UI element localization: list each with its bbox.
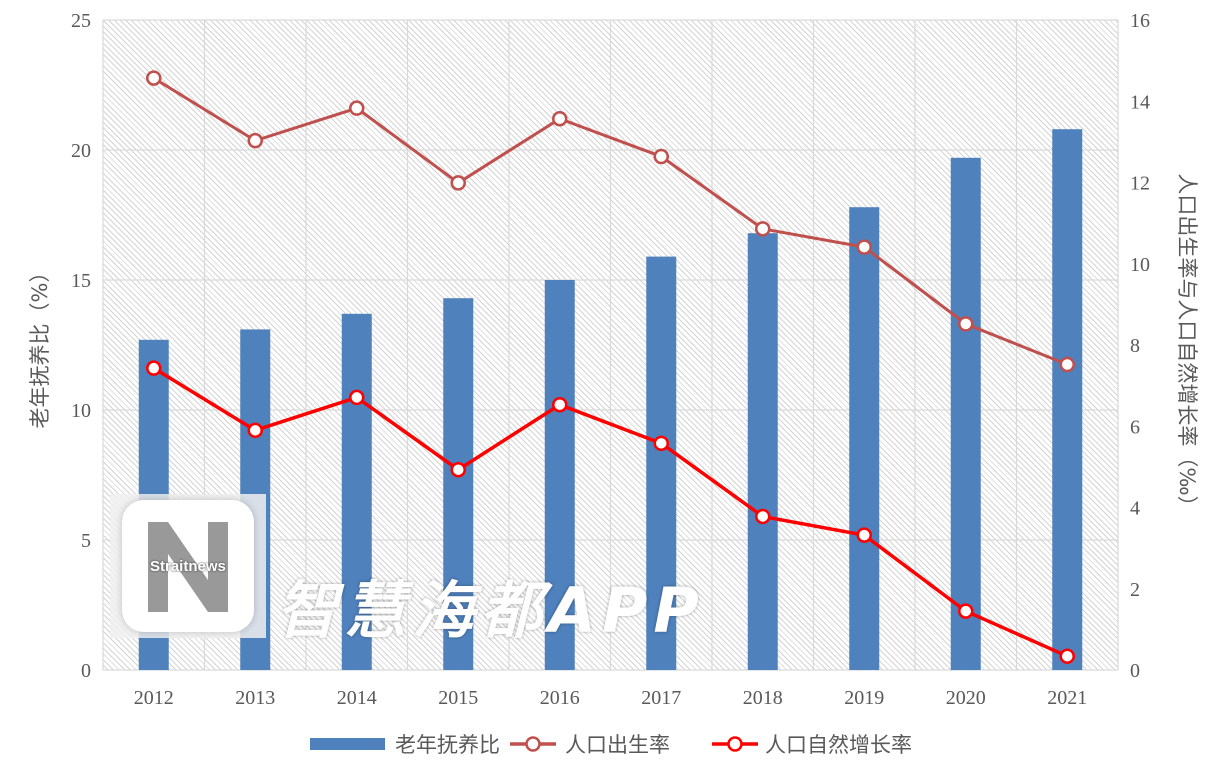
right-tick-label: 0 (1130, 660, 1140, 682)
point-2017 (653, 435, 669, 452)
point-2013 (247, 422, 263, 439)
right-tick-label: 4 (1130, 498, 1140, 520)
left-tick-label: 10 (71, 400, 91, 422)
x-tick-label: 2018 (743, 687, 783, 709)
right-axis-title: 人口出生率与人口自然增长率（‰） (1175, 173, 1199, 516)
left-axis-title: 老年抚养比（%） (28, 262, 52, 429)
bar-2020 (950, 157, 981, 671)
point-2015 (450, 175, 466, 191)
right-tick-label: 10 (1130, 254, 1150, 276)
point-2021 (1059, 648, 1075, 664)
left-tick-label: 25 (71, 10, 91, 32)
left-tick-label: 20 (71, 140, 91, 162)
point-2021 (1059, 356, 1075, 373)
point-2012 (146, 70, 162, 86)
right-tick-label: 14 (1130, 91, 1150, 113)
point-2016 (552, 110, 568, 127)
logo-box: Straitnews (122, 500, 254, 632)
legend-marker (525, 736, 541, 752)
right-tick-label: 8 (1130, 335, 1140, 357)
point-2020 (958, 316, 974, 332)
point-2018 (755, 508, 771, 525)
line-natural-growth (152, 366, 1068, 658)
point-2018 (755, 221, 771, 237)
point-2014 (349, 100, 365, 116)
bar-2021 (1052, 129, 1083, 670)
left-tick-label: 0 (81, 660, 91, 682)
left-tick-label: 15 (71, 270, 91, 292)
x-tick-label: 2014 (337, 687, 377, 709)
x-tick-label: 2016 (540, 687, 580, 709)
line-birth-rate (152, 76, 1068, 366)
x-tick-label: 2019 (844, 687, 884, 709)
x-tick-label: 2020 (946, 687, 986, 709)
bar-2017 (646, 256, 677, 670)
bar-2018 (747, 233, 778, 670)
x-tick-label: 2017 (641, 687, 681, 709)
right-tick-label: 16 (1130, 10, 1150, 32)
watermark-text: 智慧海都APP (276, 574, 705, 647)
bar-2014 (341, 313, 372, 670)
point-2014 (349, 389, 365, 406)
legend-label: 人口出生率 (565, 733, 670, 757)
legend-marker (727, 736, 743, 752)
right-tick-label: 6 (1130, 416, 1140, 438)
logo-n-mark-icon (148, 522, 228, 612)
point-2019 (856, 239, 872, 255)
x-tick-label: 2013 (235, 687, 275, 709)
x-tick-label: 2015 (438, 687, 478, 709)
point-2015 (450, 461, 466, 478)
bar-2019 (849, 207, 880, 670)
point-2012 (146, 360, 162, 376)
point-2016 (552, 396, 568, 413)
bar-2015 (443, 298, 474, 670)
legend-label: 老年抚养比 (395, 733, 500, 757)
x-tick-label: 2021 (1047, 687, 1087, 709)
point-2017 (653, 148, 669, 165)
x-tick-label: 2012 (134, 687, 174, 709)
legend-label: 人口自然增长率 (765, 733, 912, 757)
point-2020 (958, 603, 974, 619)
bar-2016 (544, 280, 575, 670)
logo-text: Straitnews (150, 558, 226, 575)
point-2013 (247, 132, 263, 149)
left-tick-label: 5 (81, 530, 91, 552)
legend-swatch-bar (310, 738, 385, 750)
right-tick-label: 12 (1130, 173, 1150, 195)
watermark-logo: Straitnews (110, 494, 266, 638)
right-tick-label: 2 (1130, 579, 1140, 601)
point-2019 (856, 527, 872, 543)
